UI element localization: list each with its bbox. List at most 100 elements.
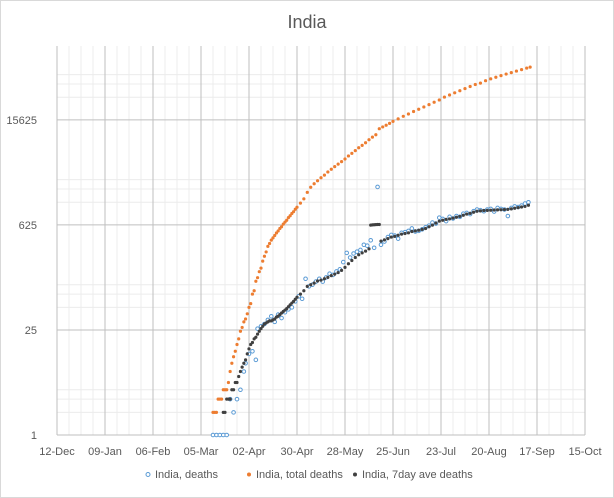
data-point	[224, 432, 230, 438]
data-point	[299, 296, 305, 302]
data-point	[389, 235, 393, 239]
data-point	[523, 204, 527, 209]
data-point	[367, 138, 371, 142]
data-point	[273, 233, 277, 238]
data-point	[411, 109, 416, 114]
data-point	[298, 292, 303, 296]
data-point	[238, 369, 243, 374]
data-point	[223, 410, 227, 414]
data-point	[228, 397, 232, 401]
data-point	[264, 250, 268, 254]
x-tick-label: 20-Aug	[471, 446, 506, 458]
data-point	[447, 93, 452, 97]
data-point	[395, 236, 401, 241]
data-point	[319, 176, 323, 180]
data-point	[526, 199, 531, 205]
data-point	[447, 217, 452, 221]
data-point	[495, 208, 500, 212]
data-point	[255, 326, 260, 331]
data-point	[219, 397, 224, 401]
data-point	[357, 146, 361, 150]
data-point	[279, 315, 284, 321]
data-point	[354, 249, 360, 254]
series-2	[211, 65, 532, 414]
data-point	[298, 201, 303, 205]
data-point	[427, 102, 431, 107]
data-point	[406, 112, 411, 116]
data-point	[346, 262, 351, 266]
data-point	[368, 237, 374, 243]
data-point	[279, 225, 284, 229]
data-point	[382, 238, 387, 242]
data-point	[374, 133, 378, 137]
data-point	[509, 207, 513, 211]
x-tick-label: 06-Feb	[136, 446, 171, 458]
data-point	[489, 208, 493, 212]
data-point	[259, 327, 263, 331]
data-point	[267, 241, 272, 246]
data-point	[350, 258, 354, 263]
data-point	[367, 247, 371, 251]
data-point	[269, 238, 273, 242]
data-point	[303, 276, 308, 282]
data-point	[430, 223, 435, 227]
x-tick-label: 30-Apr	[280, 446, 313, 458]
data-point	[483, 79, 488, 83]
data-point	[437, 219, 441, 223]
data-point	[233, 349, 237, 353]
data-point	[357, 253, 361, 257]
data-point	[393, 234, 397, 238]
data-point	[225, 388, 229, 392]
chart-title: India	[287, 12, 327, 32]
data-point	[505, 213, 511, 219]
data-point	[237, 374, 241, 379]
series-layer	[210, 65, 532, 438]
y-tick-label: 25	[25, 325, 37, 337]
data-point	[228, 369, 232, 374]
data-point	[231, 410, 236, 415]
data-point	[242, 320, 246, 324]
data-point	[528, 65, 532, 69]
data-point	[434, 221, 438, 225]
data-point	[257, 329, 261, 333]
y-tick-label: 1	[31, 430, 37, 442]
data-point	[485, 208, 489, 212]
data-point	[432, 100, 436, 104]
data-point	[271, 236, 275, 240]
data-point	[257, 270, 261, 274]
legend-label: India, total deaths	[256, 469, 343, 481]
data-point	[384, 123, 388, 127]
data-point	[399, 232, 404, 236]
data-point	[494, 75, 498, 79]
data-point	[295, 295, 299, 299]
data-point	[499, 208, 503, 212]
data-point	[250, 292, 255, 296]
data-point	[420, 227, 424, 231]
data-point	[413, 229, 417, 233]
x-tick-label: 09-Jan	[88, 446, 122, 458]
data-point	[326, 170, 330, 174]
legend-marker	[145, 472, 151, 477]
legend: India, deaths India, total deaths India, 7…	[145, 469, 473, 481]
data-point	[249, 302, 253, 306]
data-point	[237, 337, 241, 341]
data-point	[336, 270, 340, 275]
data-point	[489, 77, 493, 81]
data-point	[360, 251, 364, 255]
data-point	[350, 151, 354, 155]
data-point	[247, 347, 251, 351]
data-point	[276, 229, 280, 233]
data-point	[378, 242, 384, 248]
data-point	[344, 250, 350, 256]
data-point	[513, 206, 517, 210]
data-point	[230, 361, 234, 365]
data-point	[502, 207, 507, 212]
data-point	[478, 209, 483, 213]
data-point	[245, 352, 249, 356]
data-point	[519, 68, 524, 72]
data-point	[386, 237, 390, 241]
data-point	[453, 91, 457, 95]
data-point	[423, 226, 428, 231]
data-point	[458, 89, 462, 93]
